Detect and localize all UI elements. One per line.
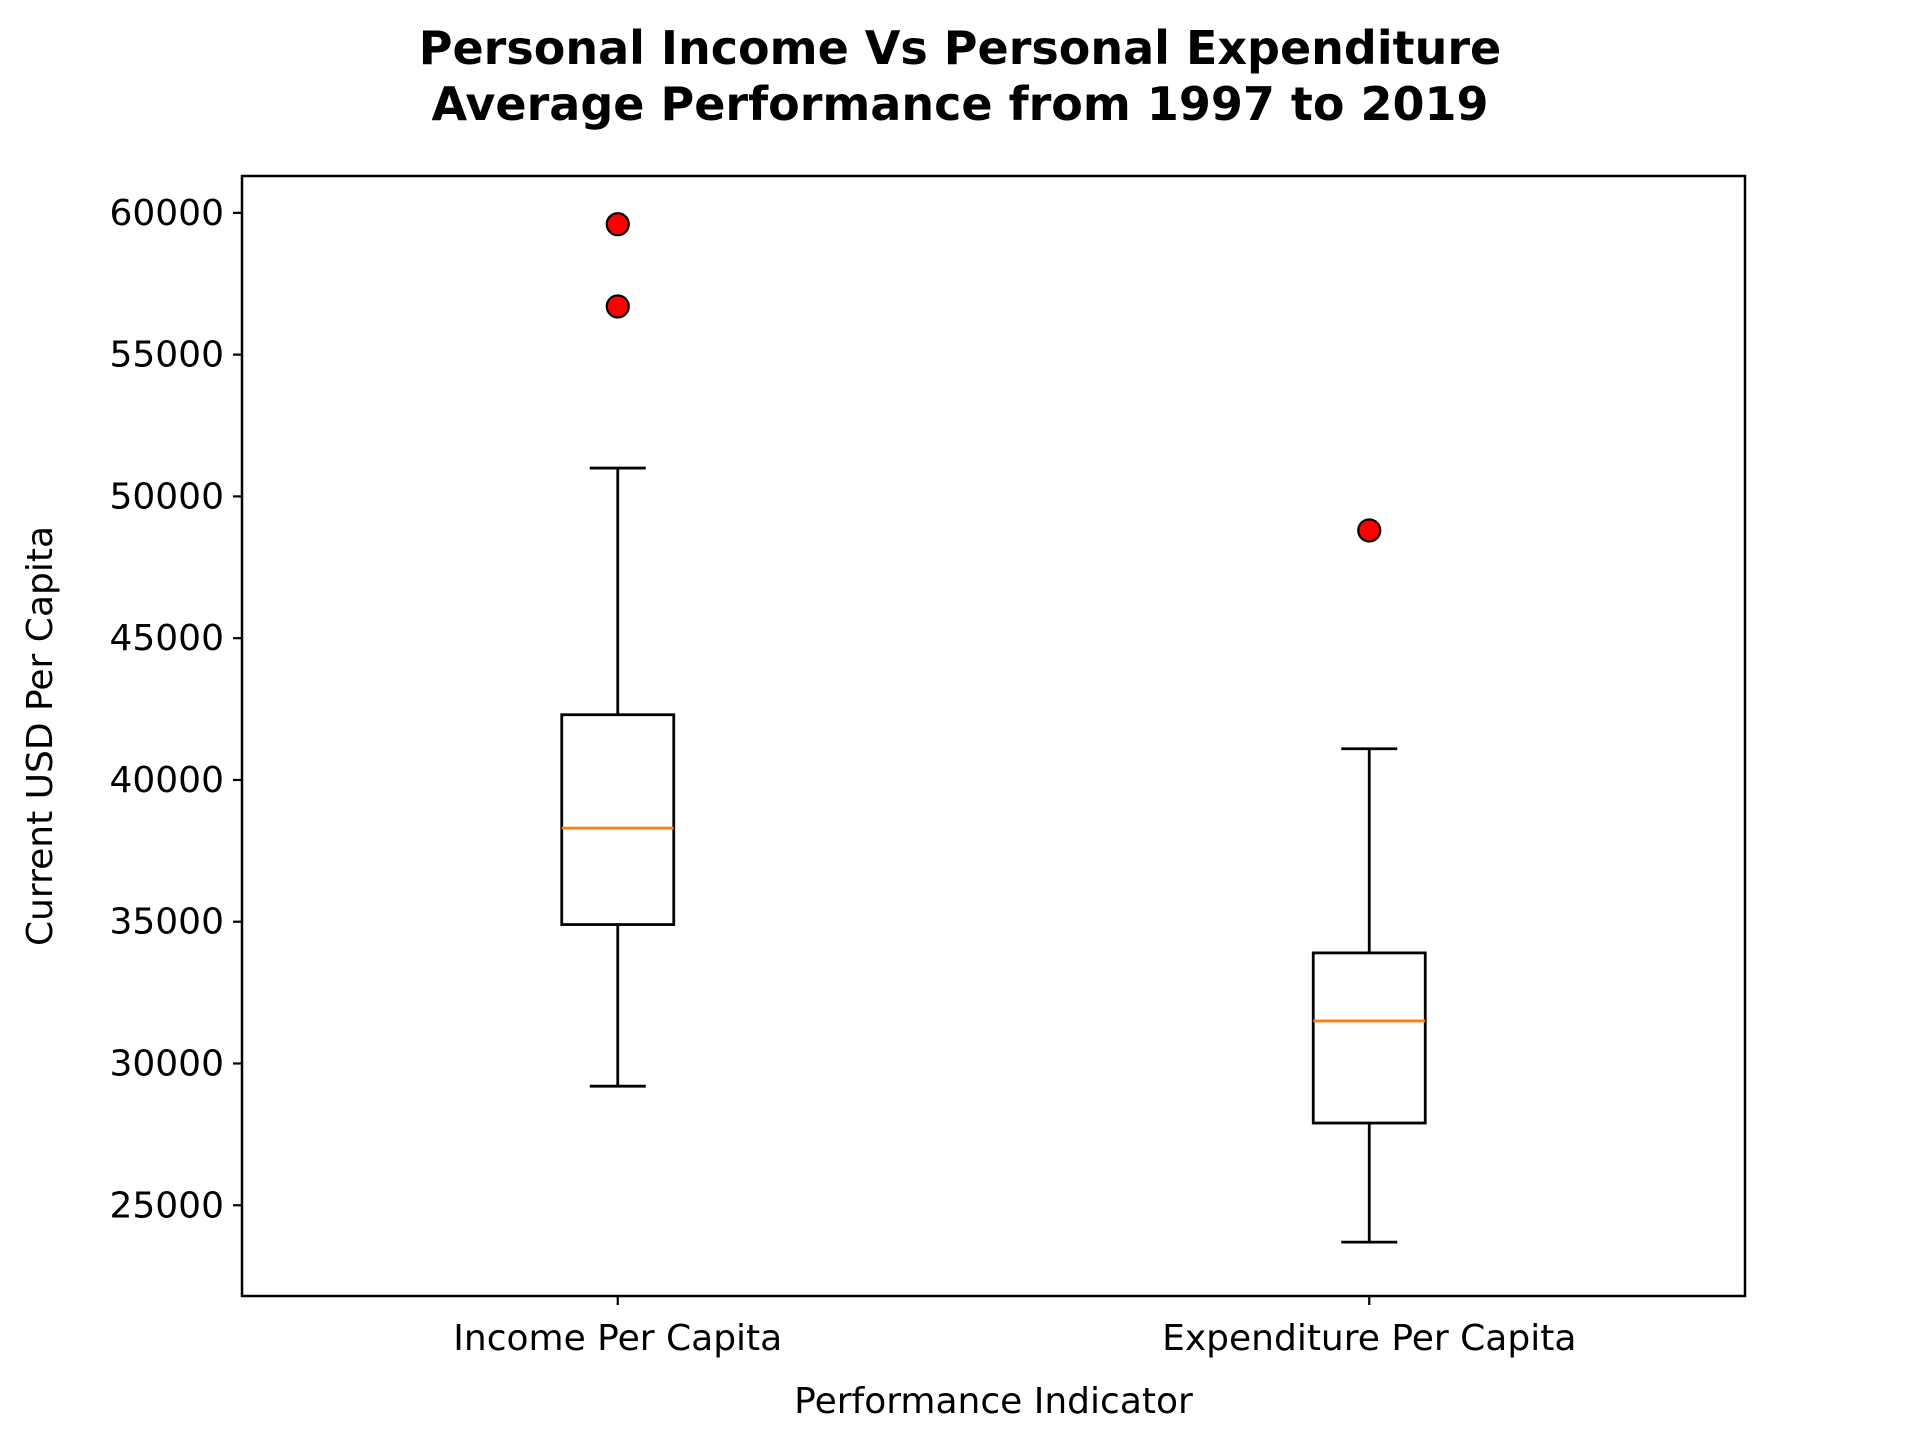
outlier-point (605, 212, 630, 237)
interquartile-box (1311, 951, 1427, 1125)
y-tick-label: 45000 (109, 618, 224, 659)
y-tick-label: 50000 (109, 476, 224, 517)
y-tick-label: 55000 (109, 335, 224, 376)
y-axis-label: Current USD Per Capita (20, 526, 61, 946)
y-tick-label: 35000 (109, 902, 224, 943)
interquartile-box (560, 713, 676, 926)
x-tick-label: Expenditure Per Capita (1162, 1318, 1576, 1359)
y-tick-label: 60000 (109, 193, 224, 234)
x-axis-label: Performance Indicator (794, 1381, 1193, 1422)
box-group (1311, 518, 1427, 1244)
chart-title-line-2: Average Performance from 1997 to 2019 (431, 77, 1488, 131)
plot-area (560, 212, 1427, 1244)
plot-frame (240, 174, 1747, 1298)
outlier-point (1357, 518, 1382, 543)
y-tick-label: 30000 (109, 1043, 224, 1084)
box-group (560, 212, 676, 1088)
outlier-point (605, 294, 630, 319)
x-tick-label: Income Per Capita (453, 1318, 782, 1359)
y-tick-label: 25000 (109, 1185, 224, 1226)
chart-title-line-1: Personal Income Vs Personal Expenditure (419, 21, 1501, 75)
y-tick-label: 40000 (109, 760, 224, 801)
